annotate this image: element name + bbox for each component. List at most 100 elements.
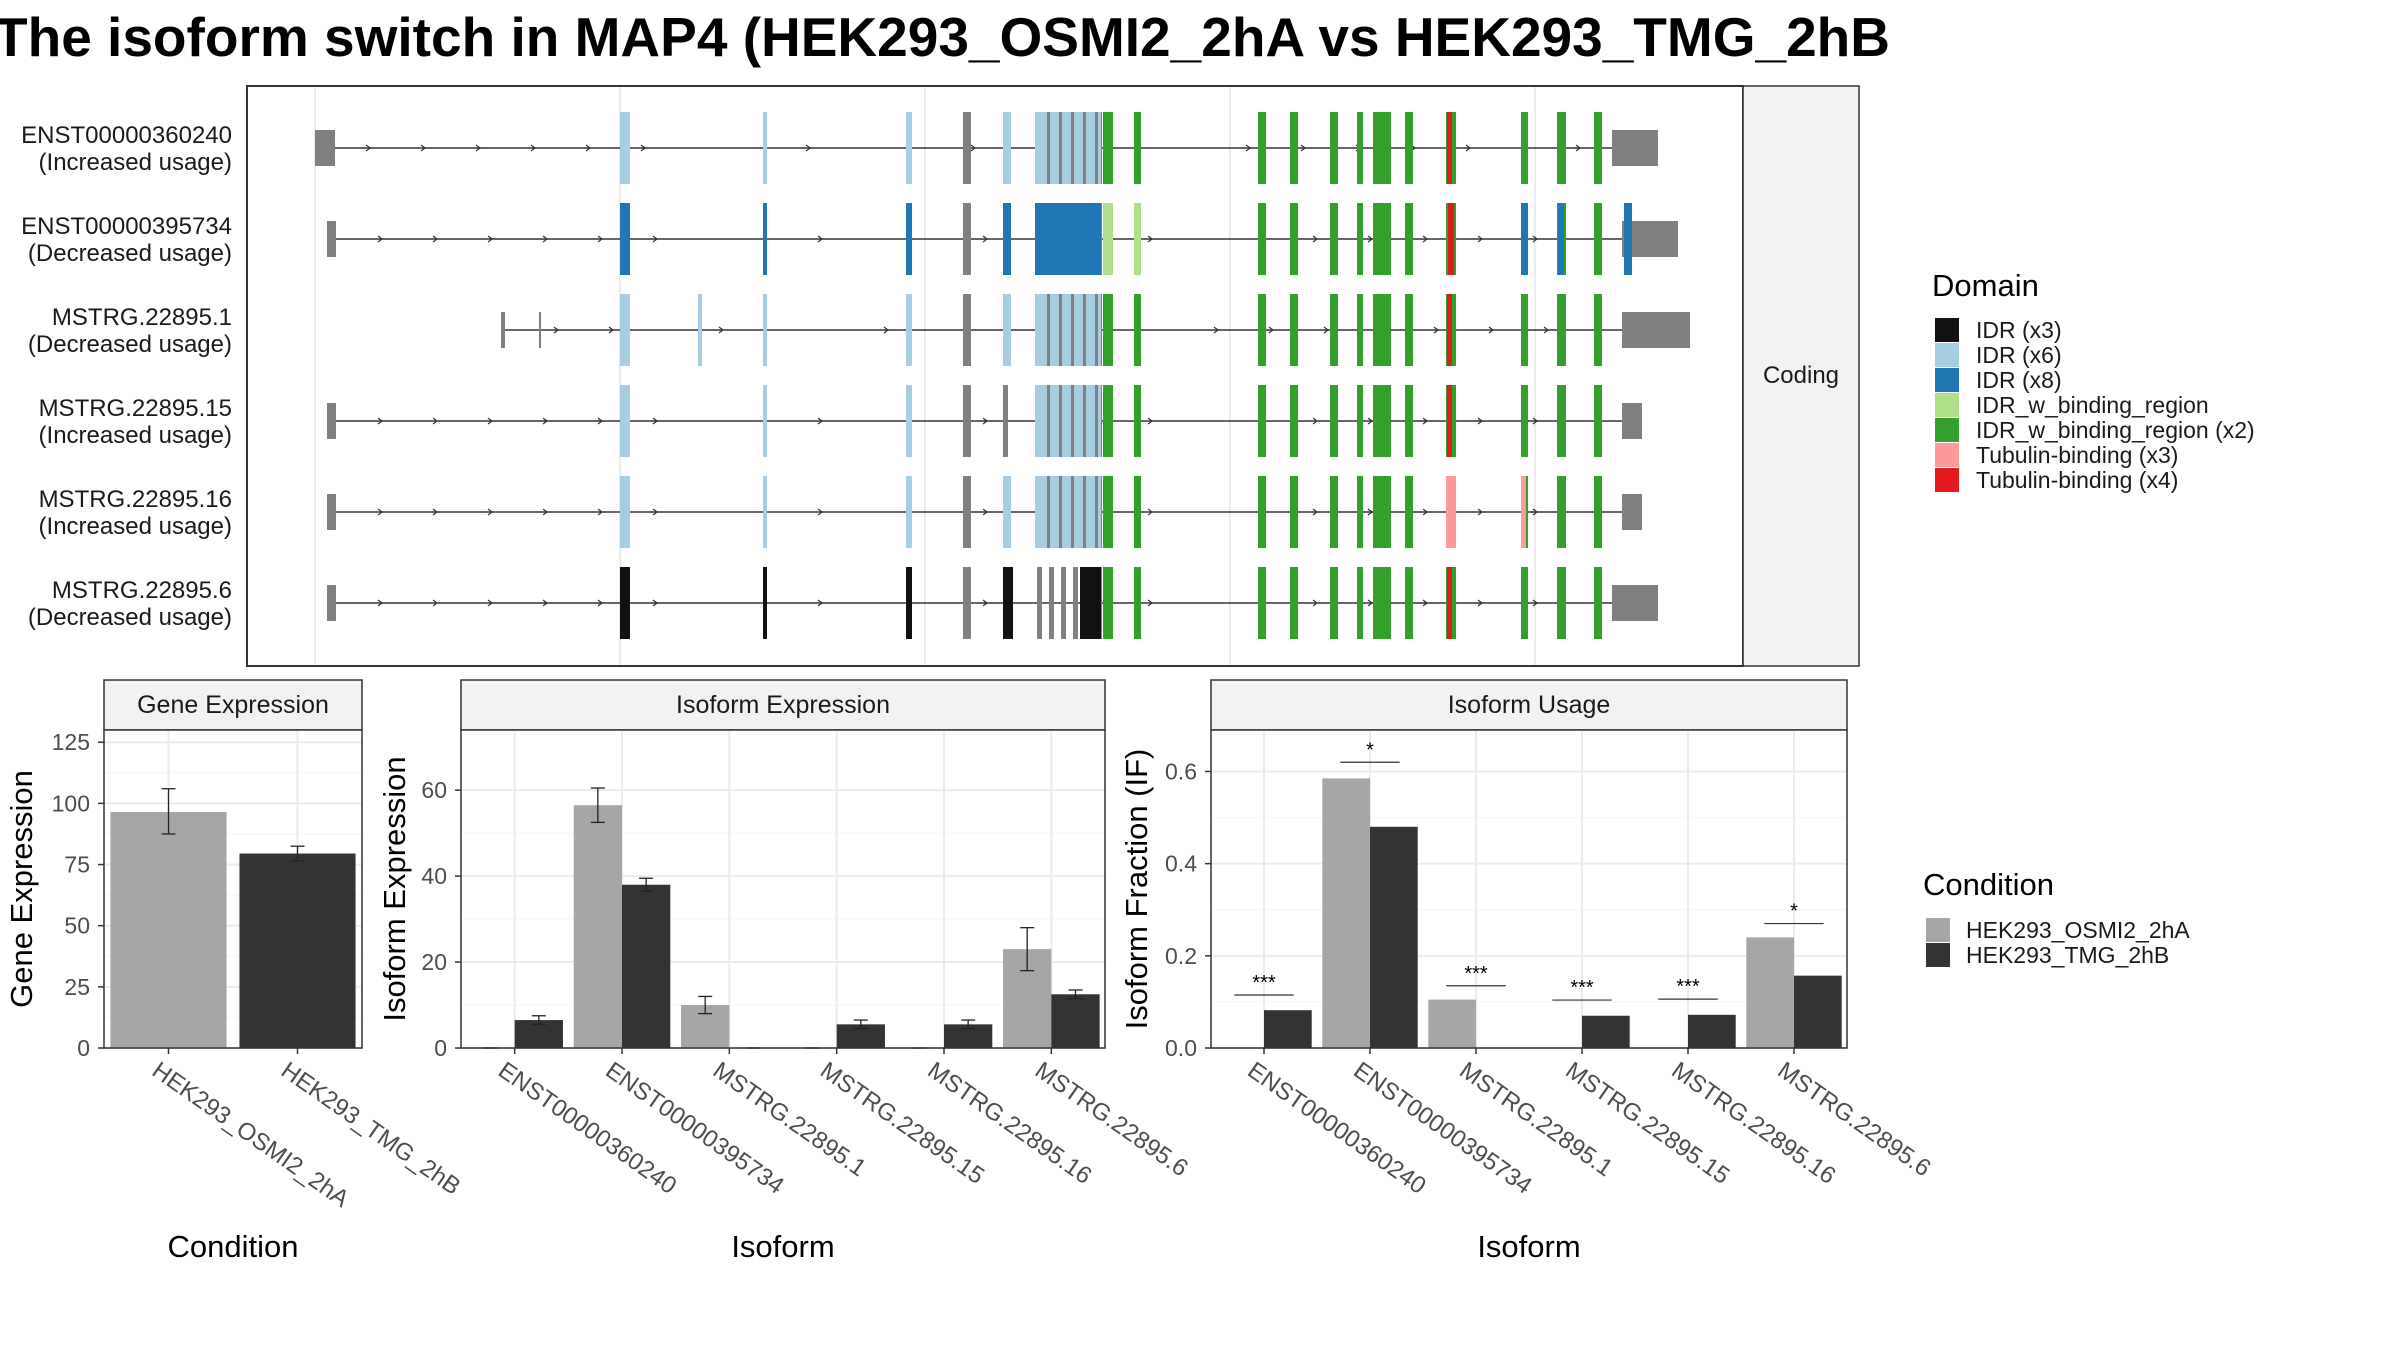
y-tick-label: 0.0 [1165, 1035, 1197, 1061]
exon [1134, 112, 1141, 184]
exon [1594, 294, 1602, 366]
direction-arrow [1477, 417, 1483, 425]
direction-arrow [1477, 599, 1483, 607]
transcript-usage: (Decreased usage) [28, 240, 232, 267]
direction-arrow [432, 417, 438, 425]
exon [1373, 476, 1391, 548]
direction-arrow [377, 599, 383, 607]
direction-arrow [597, 235, 603, 243]
transcript-name: ENST00000360240 [21, 122, 232, 149]
exon [1290, 294, 1298, 366]
direction-arrow [652, 508, 658, 516]
exon [1521, 203, 1528, 275]
exon [1103, 385, 1113, 457]
exon [763, 203, 767, 275]
bar [1370, 826, 1418, 1048]
exon [1594, 112, 1602, 184]
direction-arrow [597, 599, 603, 607]
exon-boundary [1047, 385, 1050, 457]
direction-arrow [1477, 235, 1483, 243]
significance-label: *** [1252, 972, 1276, 994]
exon [963, 294, 971, 366]
exon [1035, 476, 1101, 548]
direction-arrow [1300, 144, 1306, 152]
bars [1264, 778, 1842, 1048]
y-tick-label: 0.2 [1165, 943, 1197, 969]
y-tick-label: 0 [434, 1035, 447, 1061]
y-axis-title: Isoform Expression [377, 756, 412, 1021]
domain-legend: Domain IDR (x3)IDR (x6)IDR (x8)IDR_w_bin… [1932, 268, 2255, 493]
direction-arrow [585, 144, 591, 152]
exon [1357, 567, 1363, 639]
exon-boundary [1059, 112, 1062, 184]
exon [1330, 112, 1338, 184]
utr-segment [327, 403, 336, 439]
direction-arrow [487, 599, 493, 607]
exon [1521, 112, 1528, 184]
exon-boundary [1095, 385, 1098, 457]
direction-arrow [1312, 508, 1318, 516]
exon [1290, 112, 1298, 184]
direction-arrow [652, 599, 658, 607]
direction-arrow [487, 417, 493, 425]
bar [110, 811, 227, 1048]
direction-arrow [1367, 508, 1373, 516]
domain-legend-title: Domain [1932, 268, 2039, 303]
exon [1003, 203, 1011, 275]
condition-legend-label: HEK293_TMG_2hB [1966, 942, 2169, 968]
exon [620, 476, 630, 548]
domain-legend-label: Tubulin-binding (x4) [1976, 467, 2178, 493]
direction-arrow [377, 235, 383, 243]
exon [906, 294, 912, 366]
bar [944, 1024, 993, 1048]
exon [1134, 294, 1141, 366]
utr-segment [327, 221, 336, 257]
exon [763, 476, 767, 548]
y-tick-label: 20 [421, 949, 447, 975]
exon-boundary [1059, 385, 1062, 457]
bar [622, 884, 671, 1048]
direction-arrow [805, 144, 811, 152]
exon-boundary [1047, 294, 1050, 366]
direction-arrow [1245, 144, 1251, 152]
bar [1051, 994, 1100, 1048]
exon [1258, 476, 1266, 548]
exon-boundary [1095, 112, 1098, 184]
structure-tracks [315, 112, 1690, 639]
exon-boundary [1095, 476, 1098, 548]
direction-arrow [487, 508, 493, 516]
direction-arrow [1213, 326, 1219, 334]
exon [1035, 203, 1101, 275]
exon [1373, 567, 1391, 639]
direction-arrow [982, 417, 988, 425]
exon [620, 294, 630, 366]
facet-strip [460, 679, 1106, 731]
exon [906, 112, 912, 184]
exon [1405, 112, 1413, 184]
exon [1035, 385, 1101, 457]
direction-arrow [597, 508, 603, 516]
domain-legend-label: IDR (x6) [1976, 342, 2062, 368]
direction-arrow [1147, 599, 1153, 607]
direction-arrow [817, 508, 823, 516]
exon [1035, 294, 1101, 366]
significance-label: * [1366, 739, 1374, 761]
exon-boundary [1059, 476, 1062, 548]
exon-boundary [1071, 112, 1074, 184]
bar [1688, 1014, 1736, 1048]
direction-arrow [652, 417, 658, 425]
direction-arrow [1422, 599, 1428, 607]
exon [1447, 294, 1452, 366]
exon [1557, 385, 1566, 457]
exon [1521, 385, 1528, 457]
x-tick-label: ENST00000360240 [1243, 1057, 1431, 1200]
x-tick-label: ENST00000395734 [601, 1057, 789, 1200]
domain-legend-key [1935, 443, 1959, 467]
exon [1103, 476, 1113, 548]
domain-legend-key [1935, 368, 1959, 392]
exon [1290, 203, 1298, 275]
exon [963, 385, 971, 457]
exon [1557, 476, 1566, 548]
facet-title: Isoform Expression [676, 691, 890, 719]
